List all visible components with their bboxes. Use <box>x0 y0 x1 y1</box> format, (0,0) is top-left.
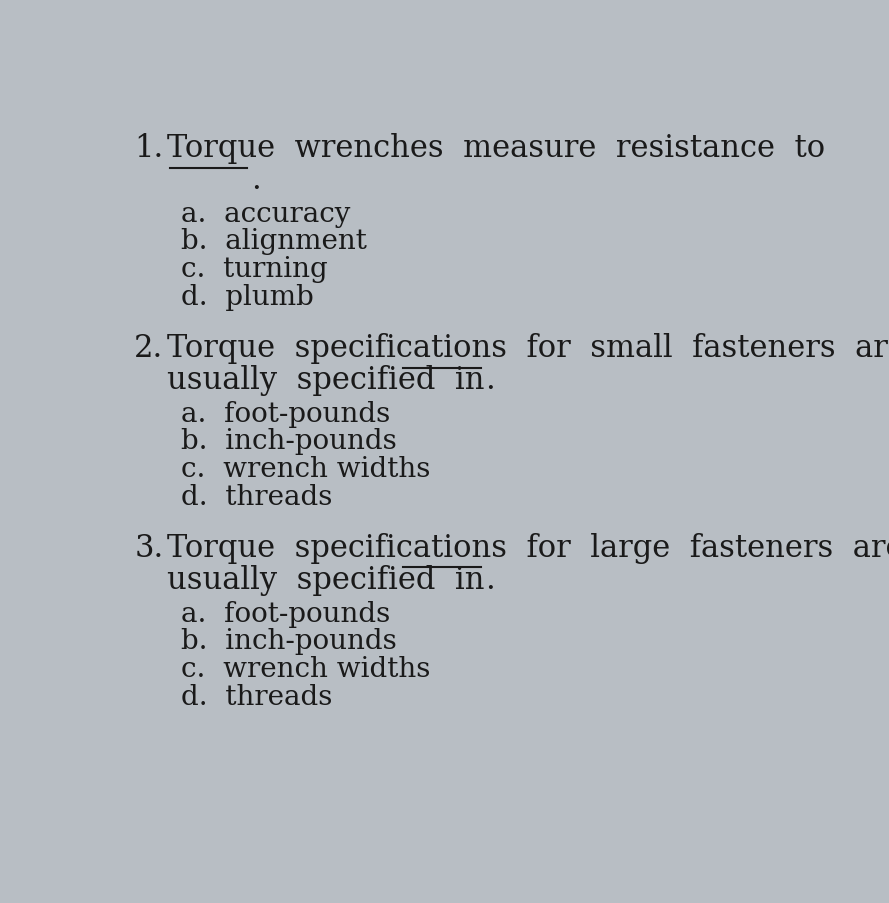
Text: usually  specified  in: usually specified in <box>167 564 485 596</box>
Text: b.  alignment: b. alignment <box>180 228 367 255</box>
Text: a.  foot-pounds: a. foot-pounds <box>180 400 390 427</box>
Text: .: . <box>251 165 260 196</box>
Text: d.  plumb: d. plumb <box>180 284 314 311</box>
Text: Torque  specifications  for  large  fasteners  are: Torque specifications for large fastener… <box>167 533 889 563</box>
Text: a.  foot-pounds: a. foot-pounds <box>180 600 390 627</box>
Text: d.  threads: d. threads <box>180 683 332 710</box>
Text: d.  threads: d. threads <box>180 483 332 510</box>
Text: b.  inch-pounds: b. inch-pounds <box>180 628 396 655</box>
Text: .: . <box>485 365 494 396</box>
Text: c.  wrench widths: c. wrench widths <box>180 656 430 683</box>
Text: usually  specified  in: usually specified in <box>167 365 485 396</box>
Text: a.  accuracy: a. accuracy <box>180 200 350 228</box>
Text: c.  wrench widths: c. wrench widths <box>180 455 430 482</box>
Text: c.  turning: c. turning <box>180 256 328 283</box>
Text: b.  inch-pounds: b. inch-pounds <box>180 428 396 455</box>
Text: 1.: 1. <box>134 133 164 164</box>
Text: Torque  specifications  for  small  fasteners  are: Torque specifications for small fastener… <box>167 332 889 364</box>
Text: .: . <box>485 564 494 596</box>
Text: 2.: 2. <box>134 332 164 364</box>
Text: Torque  wrenches  measure  resistance  to: Torque wrenches measure resistance to <box>167 133 825 164</box>
Text: 3.: 3. <box>134 533 164 563</box>
